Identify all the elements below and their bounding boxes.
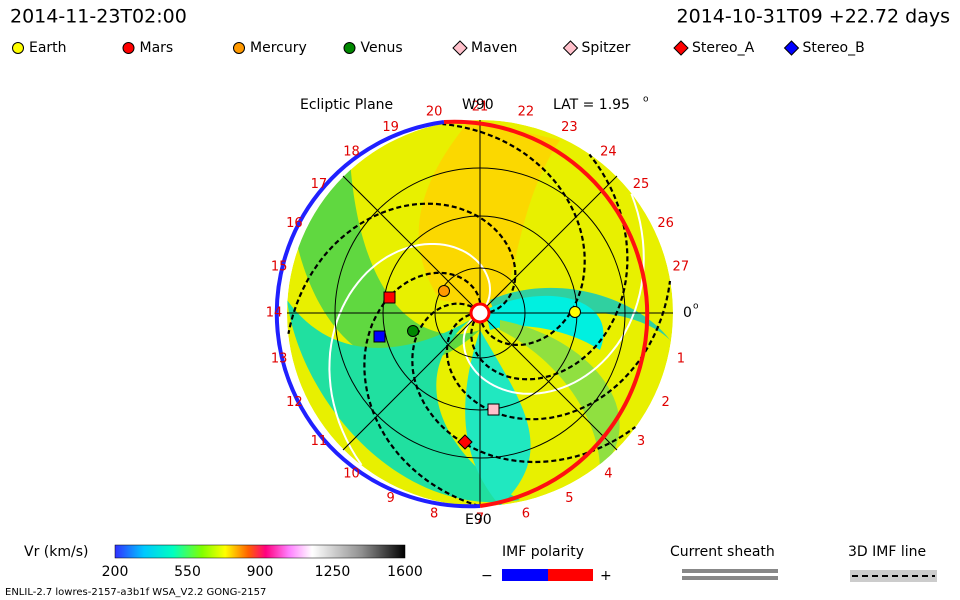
legend-swatch	[452, 40, 468, 56]
rim-label: 19	[382, 120, 399, 135]
rim-label: 7	[476, 512, 484, 527]
rim-label: 17	[311, 177, 328, 192]
legend: Earth Mars Mercury Venus Maven Spitzer Stereo_…	[12, 40, 865, 56]
spiral-line	[462, 193, 645, 395]
rim-label: 5	[565, 491, 573, 506]
rim-label: 27	[673, 260, 690, 275]
lat-label: LAT = 1.95	[553, 97, 630, 113]
legend-swatch	[343, 42, 356, 54]
mercury-marker	[438, 285, 450, 297]
stereo-a-marker	[457, 434, 473, 450]
rim-label: 14	[266, 306, 283, 321]
spiral-line	[363, 271, 482, 507]
rim-label: 1	[677, 351, 685, 366]
rim-label: 26	[657, 216, 674, 231]
rim-label: 12	[286, 395, 303, 410]
earth-marker	[569, 306, 581, 318]
maven-marker	[487, 403, 500, 416]
plane-title: Ecliptic Plane	[300, 97, 393, 113]
legend-label: Stereo_A	[692, 40, 755, 56]
rim-label: 9	[386, 491, 394, 506]
rim-label: 21	[472, 100, 489, 115]
e90-label: E90	[465, 512, 492, 528]
rim-label: 4	[604, 467, 612, 482]
zero-label: 0	[683, 305, 692, 321]
rim-label: 22	[518, 105, 535, 120]
rim-label: 6	[522, 506, 530, 521]
colorbar-tick: 550	[174, 564, 201, 580]
spiral-line	[470, 153, 629, 381]
rim-label: 23	[561, 120, 578, 135]
legend-swatch	[673, 40, 689, 56]
imf-plus: +	[600, 568, 612, 584]
imf-line-title: 3D IMF line	[848, 544, 926, 560]
zero-degree: o	[693, 302, 699, 312]
rim-label: 10	[343, 467, 360, 482]
imf-positive	[548, 569, 593, 581]
rim-label: 25	[633, 177, 650, 192]
colorbar-label: Vr (km/s)	[24, 544, 88, 560]
spiral-line	[411, 302, 636, 464]
rim-label: 3	[637, 434, 645, 449]
venus-marker	[407, 325, 419, 337]
spiral-line	[442, 122, 586, 346]
rim-label: 20	[426, 105, 443, 120]
run-time: 2014-10-31T09 +22.72 days	[677, 6, 950, 28]
rim-label: 15	[271, 260, 288, 275]
imf-title: IMF polarity	[502, 544, 584, 560]
w90-label: W90	[462, 97, 494, 113]
legend-label: Mercury	[250, 40, 307, 56]
legend-swatch	[233, 42, 245, 54]
legend-swatch	[783, 40, 800, 56]
imf-minus: −	[481, 568, 493, 584]
sim-time: 2014-11-23T02:00	[10, 6, 187, 28]
spiral-line	[287, 202, 517, 335]
lat-degree: o	[643, 95, 649, 105]
rim-label: 11	[311, 434, 328, 449]
colorbar-tick: 900	[247, 564, 274, 580]
stereo-b-marker	[373, 330, 386, 343]
colorbar	[114, 544, 406, 559]
colorbar-tick: 1250	[315, 564, 351, 580]
imf-negative	[502, 569, 548, 581]
rim-label: 13	[271, 351, 288, 366]
rim-label: 18	[343, 144, 360, 159]
spiral-line	[328, 243, 492, 466]
rim-negative	[274, 120, 481, 509]
legend-label: Mars	[140, 40, 174, 56]
legend-label: Earth	[29, 40, 67, 56]
footer: ENLIL-2.7 lowres-2157-a3b1f WSA_V2.2 GON…	[5, 587, 266, 598]
rim-label: 16	[286, 216, 303, 231]
legend-swatch	[562, 40, 579, 56]
legend-swatch	[12, 42, 24, 54]
rim-positive	[443, 119, 650, 508]
legend-label: Spitzer	[582, 40, 631, 56]
rim-label: 8	[430, 506, 438, 521]
mars-marker	[383, 291, 396, 304]
colorbar-ticks: 200 550 900 1250 1600	[102, 564, 423, 580]
rim-label: 2	[661, 395, 669, 410]
legend-label: Maven	[471, 40, 517, 56]
sheath-title: Current sheath	[670, 544, 775, 560]
sun	[469, 302, 491, 324]
legend-label: Venus	[361, 40, 403, 56]
rim-label: 24	[600, 144, 617, 159]
colorbar-tick: 1600	[387, 564, 423, 580]
legend-swatch	[122, 42, 135, 54]
legend-label: Stereo_B	[803, 40, 865, 56]
colorbar-tick: 200	[102, 564, 129, 580]
